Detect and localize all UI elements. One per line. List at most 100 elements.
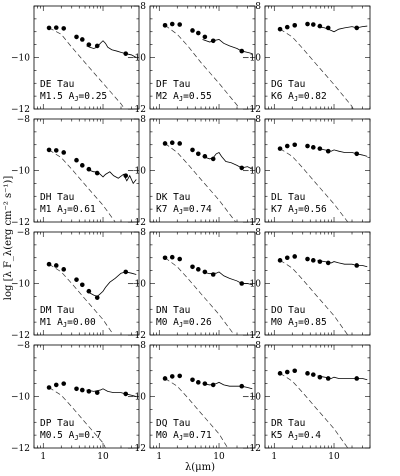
photometry-point [74, 277, 79, 282]
photometry-point [86, 42, 92, 47]
x-ticks [264, 344, 371, 449]
extinction-value: =0.26 [183, 317, 212, 328]
panel-spectral-type: M0 AJ=0.71 [156, 430, 212, 442]
photometry-point [277, 258, 283, 263]
extinction-value: =0.4 [298, 430, 321, 441]
extinction-subscript: J [179, 95, 183, 103]
y-tick-label: −12 [127, 331, 146, 341]
photometry-point [123, 269, 129, 275]
panel-star-name: DG Tau [271, 79, 305, 90]
photosphere-line [164, 25, 240, 109]
panel-data [277, 142, 368, 222]
y-tick-label: −8 [17, 228, 31, 238]
photometry-point [195, 267, 201, 272]
spectrum-line [317, 148, 368, 157]
extinction-value: =0.71 [183, 430, 212, 441]
photometry-point [195, 380, 201, 385]
panel-data [162, 254, 253, 335]
spectral-type-value: K7 A [156, 204, 179, 215]
y-tick-label: −12 [11, 105, 30, 115]
photometry-point [305, 21, 310, 27]
panel-spectral-type: M0.5 AJ=0.7 [40, 430, 101, 442]
photosphere-line [48, 27, 125, 109]
photosphere-line [164, 378, 229, 448]
extinction-subscript: J [74, 95, 78, 103]
panel-spectral-type: K5 AJ=0.4 [271, 430, 321, 442]
photometry-point [354, 25, 360, 31]
photometry-point [284, 369, 290, 375]
extinction-subscript: J [63, 321, 67, 329]
photometry-point [202, 269, 208, 275]
photometry-point [210, 156, 216, 162]
panel-data [46, 261, 137, 335]
photometry-point [46, 261, 52, 267]
spectral-type-value: M1 A [40, 317, 63, 328]
panel-spectral-type: K7 AJ=0.74 [156, 204, 212, 216]
panel-star-name: DQ Tau [156, 418, 190, 429]
x-ticks [33, 5, 140, 110]
y-tick-label: −12 [127, 105, 146, 115]
extinction-value: =0.85 [298, 317, 327, 328]
photometry-point [94, 170, 100, 176]
photometry-point [123, 391, 129, 397]
photometry-point [86, 288, 92, 294]
y-tick-label: −10 [242, 393, 261, 403]
photometry-point [86, 389, 92, 394]
photometry-point [202, 381, 208, 386]
photometry-point [123, 173, 129, 178]
spectral-type-value: M2 A [156, 91, 179, 102]
panel-spectral-type: M1 AJ=0.61 [40, 204, 96, 216]
photometry-point [94, 295, 100, 300]
photometry-point [46, 147, 52, 153]
spectral-type-value: M0 A [271, 317, 294, 328]
photometry-point [79, 282, 85, 288]
panel-spectral-type: M1 AJ=0.00 [40, 317, 96, 329]
photometry-point [292, 368, 298, 374]
extinction-value: =0.74 [183, 204, 212, 215]
photometry-point [277, 371, 283, 376]
extinction-subscript: J [74, 434, 78, 442]
photometry-point [46, 385, 52, 390]
panel-data [162, 373, 253, 448]
photometry-point [61, 267, 67, 272]
photometry-point [177, 141, 183, 146]
y-tick-label: −10 [11, 167, 30, 177]
y-tick-label: −8 [248, 115, 262, 125]
photometry-point [190, 28, 195, 33]
extinction-subscript: J [294, 321, 298, 329]
photometry-point [195, 151, 201, 157]
panel-star-name: DR Tau [271, 418, 305, 429]
spectrum-line [317, 259, 368, 268]
y-tick-label: −12 [11, 218, 30, 228]
photometry-point [210, 38, 216, 44]
extinction-subscript: J [294, 95, 298, 103]
y-tick-label: −8 [133, 115, 147, 125]
photometry-point [310, 372, 316, 377]
panel-star-name: DK Tau [156, 192, 190, 203]
photometry-point [53, 148, 59, 153]
y-tick-label: −12 [11, 331, 30, 341]
spectral-type-value: M1 A [40, 204, 63, 215]
photometry-point [74, 386, 79, 392]
y-tick-label: −10 [127, 393, 146, 403]
photometry-point [292, 23, 298, 28]
photometry-point [74, 157, 79, 163]
panel-data [277, 254, 368, 335]
photometry-point [61, 150, 67, 155]
photometry-point [239, 165, 245, 171]
y-tick-label: −10 [127, 54, 146, 64]
photometry-point [61, 26, 67, 31]
y-tick-label: −8 [133, 2, 147, 12]
photometry-point [317, 259, 323, 264]
x-tick-label: 1 [271, 452, 277, 462]
y-tick-label: −12 [242, 218, 261, 228]
panel-spectral-type: K7 AJ=0.56 [271, 204, 327, 216]
photosphere-line [279, 28, 354, 109]
photometry-point [202, 34, 208, 40]
x-tick-label: 1 [40, 452, 46, 462]
photometry-point [190, 264, 195, 270]
